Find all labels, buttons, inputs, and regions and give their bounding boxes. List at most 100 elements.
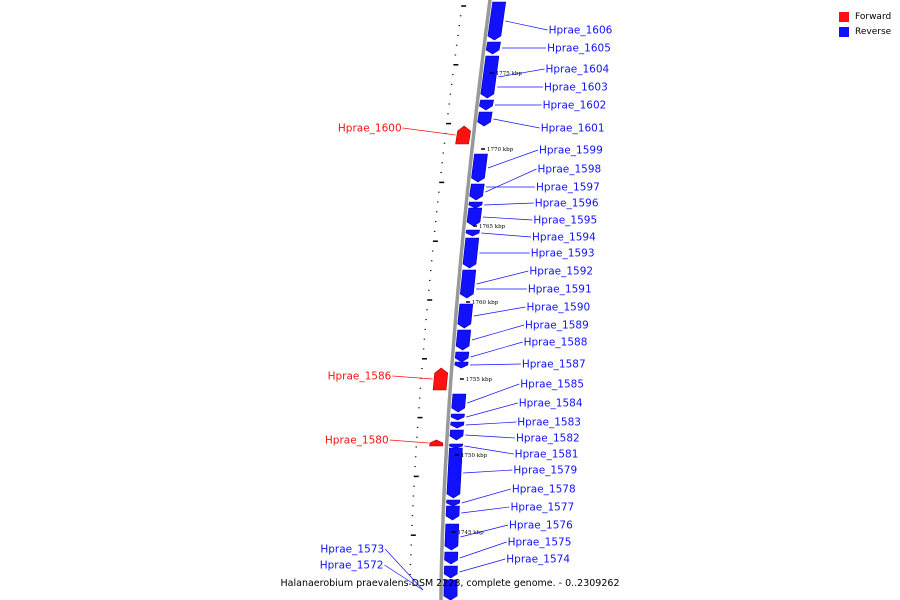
gene-label-Hprae_1573[interactable]: Hprae_1573 xyxy=(320,544,384,556)
gene-label-Hprae_1574[interactable]: Hprae_1574 xyxy=(506,554,570,566)
gene-label-Hprae_1575[interactable]: Hprae_1575 xyxy=(508,537,572,549)
gene-label-Hprae_1605[interactable]: Hprae_1605 xyxy=(547,43,611,55)
label-leader-Hprae_1585 xyxy=(467,383,520,404)
gene-feature-Hprae_1578[interactable] xyxy=(446,499,461,507)
genome-backbone xyxy=(439,0,492,600)
label-leader-Hprae_1576 xyxy=(460,524,509,538)
gene-feature-Hprae_1572[interactable] xyxy=(443,579,458,600)
kbp-marker-label: 1765 kbp xyxy=(479,224,506,230)
gene-label-Hprae_1593[interactable]: Hprae_1593 xyxy=(531,248,595,260)
gene-label-Hprae_1598[interactable]: Hprae_1598 xyxy=(537,164,601,176)
label-leader-Hprae_1588 xyxy=(470,341,523,358)
gene-feature-Hprae_1600[interactable] xyxy=(455,125,471,145)
legend: Forward Reverse xyxy=(839,9,891,39)
gene-label-Hprae_1577[interactable]: Hprae_1577 xyxy=(510,502,574,514)
gene-label-Hprae_1579[interactable]: Hprae_1579 xyxy=(513,465,577,477)
gene-feature-Hprae_1593[interactable] xyxy=(462,237,480,269)
gene-feature-Hprae_1594[interactable] xyxy=(465,229,480,237)
legend-label-reverse: Reverse xyxy=(855,26,892,37)
gene-label-Hprae_1572[interactable]: Hprae_1572 xyxy=(320,560,384,572)
gene-label-Hprae_1603[interactable]: Hprae_1603 xyxy=(544,82,608,94)
gene-feature-Hprae_1605[interactable] xyxy=(485,41,501,55)
gene-label-Hprae_1594[interactable]: Hprae_1594 xyxy=(532,232,596,244)
kbp-marker-label: 1755 kbp xyxy=(466,377,493,383)
gene-feature-Hprae_1596[interactable] xyxy=(468,201,483,209)
reverse-swatch xyxy=(839,26,849,37)
gene-feature-Hprae_1586[interactable] xyxy=(432,367,449,391)
label-leader-Hprae_1595 xyxy=(482,216,533,221)
gene-label-Hprae_1602[interactable]: Hprae_1602 xyxy=(543,100,607,112)
gene-label-Hprae_1599[interactable]: Hprae_1599 xyxy=(539,145,603,157)
gene-label-Hprae_1583[interactable]: Hprae_1583 xyxy=(517,417,581,429)
gene-label-Hprae_1591[interactable]: Hprae_1591 xyxy=(528,284,592,296)
gene-label-Hprae_1596[interactable]: Hprae_1596 xyxy=(535,198,599,210)
gene-feature-Hprae_1581[interactable] xyxy=(449,443,464,449)
gene-feature-Hprae_1595[interactable] xyxy=(466,207,483,227)
label-leader-Hprae_1586 xyxy=(392,375,433,380)
gene-feature-Hprae_1585[interactable] xyxy=(451,393,467,413)
gene-label-Hprae_1578[interactable]: Hprae_1578 xyxy=(512,484,576,496)
gene-label-Hprae_1588[interactable]: Hprae_1588 xyxy=(524,337,588,349)
gene-feature-Hprae_1574[interactable] xyxy=(443,565,458,579)
gene-label-Hprae_1576[interactable]: Hprae_1576 xyxy=(509,520,573,532)
gene-label-Hprae_1590[interactable]: Hprae_1590 xyxy=(526,302,590,314)
gene-feature-Hprae_1598[interactable] xyxy=(469,183,485,201)
gene-feature-Hprae_1582[interactable] xyxy=(449,429,464,441)
gene-feature-Hprae_1599[interactable] xyxy=(471,153,488,183)
gene-label-Hprae_1586[interactable]: Hprae_1586 xyxy=(328,371,392,383)
gene-label-Hprae_1580[interactable]: Hprae_1580 xyxy=(325,435,389,447)
gene-label-Hprae_1587[interactable]: Hprae_1587 xyxy=(522,359,586,371)
gene-label-Hprae_1604[interactable]: Hprae_1604 xyxy=(545,64,609,76)
legend-item-forward: Forward xyxy=(839,9,891,24)
gene-feature-Hprae_1601[interactable] xyxy=(477,111,493,127)
gene-label-Hprae_1581[interactable]: Hprae_1581 xyxy=(515,449,579,461)
gene-feature-Hprae_1575[interactable] xyxy=(444,551,459,565)
label-leader-Hprae_1594 xyxy=(481,232,532,238)
label-leader-Hprae_1582 xyxy=(465,434,515,439)
gene-feature-Hprae_1589[interactable] xyxy=(455,329,472,351)
gene-feature-Hprae_1587[interactable] xyxy=(454,361,469,369)
gene-feature-Hprae_1588[interactable] xyxy=(454,351,470,363)
gene-feature-Hprae_1583[interactable] xyxy=(450,421,465,429)
gene-label-Hprae_1592[interactable]: Hprae_1592 xyxy=(529,266,593,278)
gene-feature-Hprae_1577[interactable] xyxy=(445,505,460,521)
gene-label-Hprae_1600[interactable]: Hprae_1600 xyxy=(338,123,402,135)
gene-feature-Hprae_1602[interactable] xyxy=(479,99,494,111)
label-leader-Hprae_1583 xyxy=(465,421,517,426)
legend-item-reverse: Reverse xyxy=(839,24,891,39)
gene-feature-Hprae_1592[interactable] xyxy=(459,269,477,299)
gene-label-Hprae_1585[interactable]: Hprae_1585 xyxy=(520,379,584,391)
label-leader-Hprae_1589 xyxy=(471,324,525,341)
gene-feature-Hprae_1584[interactable] xyxy=(450,413,465,421)
label-leader-Hprae_1573 xyxy=(384,548,424,591)
gene-features xyxy=(429,1,507,600)
kbp-marker-label: 1745 kbp xyxy=(458,530,485,536)
kbp-marker-label: 1760 kbp xyxy=(472,300,499,306)
label-leader-Hprae_1577 xyxy=(461,506,510,514)
gene-label-Hprae_1601[interactable]: Hprae_1601 xyxy=(541,123,605,135)
gene-feature-Hprae_1590[interactable] xyxy=(457,303,474,329)
gene-feature-Hprae_1579[interactable] xyxy=(446,447,463,499)
gene-feature-Hprae_1604[interactable] xyxy=(480,55,500,99)
gene-label-Hprae_1589[interactable]: Hprae_1589 xyxy=(525,320,589,332)
label-leader-Hprae_1575 xyxy=(459,541,507,559)
gene-feature-Hprae_1576[interactable] xyxy=(444,523,460,551)
label-leader-Hprae_1579 xyxy=(463,469,513,474)
label-leader-Hprae_1584 xyxy=(466,402,518,418)
gene-labels: Hprae_1606 Hprae_1605 Hprae_1604 Hprae_1603… xyxy=(320,20,613,591)
gene-label-Hprae_1584[interactable]: Hprae_1584 xyxy=(519,398,583,410)
gene-label-Hprae_1606[interactable]: Hprae_1606 xyxy=(549,25,613,37)
gene-label-Hprae_1597[interactable]: Hprae_1597 xyxy=(536,182,600,194)
gene-feature-Hprae_1606[interactable] xyxy=(487,1,507,41)
kbp-markers: 1775 kbp 1770 kbp 1765 kbp 1760 kbp 1755 kbp… xyxy=(451,71,522,536)
kbp-marker-label: 1750 kbp xyxy=(461,453,488,459)
gene-label-Hprae_1582[interactable]: Hprae_1582 xyxy=(516,433,580,445)
gene-label-Hprae_1595[interactable]: Hprae_1595 xyxy=(533,215,597,227)
label-leader-Hprae_1572 xyxy=(384,564,424,591)
gene-feature-Hprae_1580[interactable] xyxy=(429,439,444,447)
label-leader-Hprae_1596 xyxy=(484,202,534,206)
label-leader-Hprae_1599 xyxy=(487,149,539,169)
forward-swatch xyxy=(839,11,849,22)
label-leader-Hprae_1574 xyxy=(459,558,506,573)
